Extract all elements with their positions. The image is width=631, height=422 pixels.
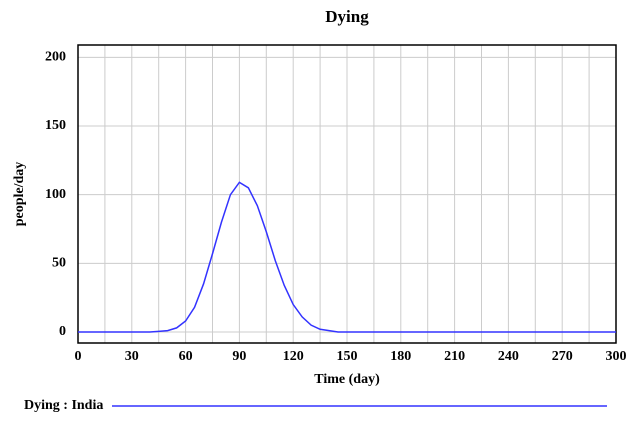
y-tick-label: 200 — [45, 50, 66, 65]
y-tick-label: 150 — [45, 118, 66, 133]
chart-title: Dying — [325, 7, 369, 26]
x-tick-label: 210 — [444, 349, 465, 364]
x-tick-label: 150 — [337, 349, 358, 364]
x-tick-label: 240 — [498, 349, 519, 364]
x-tick-label: 300 — [606, 349, 627, 364]
y-axis-label: people/day — [12, 162, 27, 227]
x-tick-label: 60 — [179, 349, 193, 364]
x-tick-label: 90 — [232, 349, 246, 364]
legend-label: Dying : India — [24, 398, 103, 413]
y-tick-label: 50 — [52, 256, 66, 271]
plot-frame — [77, 44, 617, 344]
x-tick-label: 0 — [75, 349, 82, 364]
x-tick-label: 120 — [283, 349, 304, 364]
y-tick-label: 100 — [45, 187, 66, 202]
x-axis-label: Time (day) — [314, 372, 380, 387]
x-tick-label: 270 — [552, 349, 573, 364]
x-tick-label: 180 — [390, 349, 411, 364]
x-tick-label: 30 — [125, 349, 139, 364]
y-tick-label: 0 — [59, 324, 66, 339]
data-line — [78, 181, 616, 333]
